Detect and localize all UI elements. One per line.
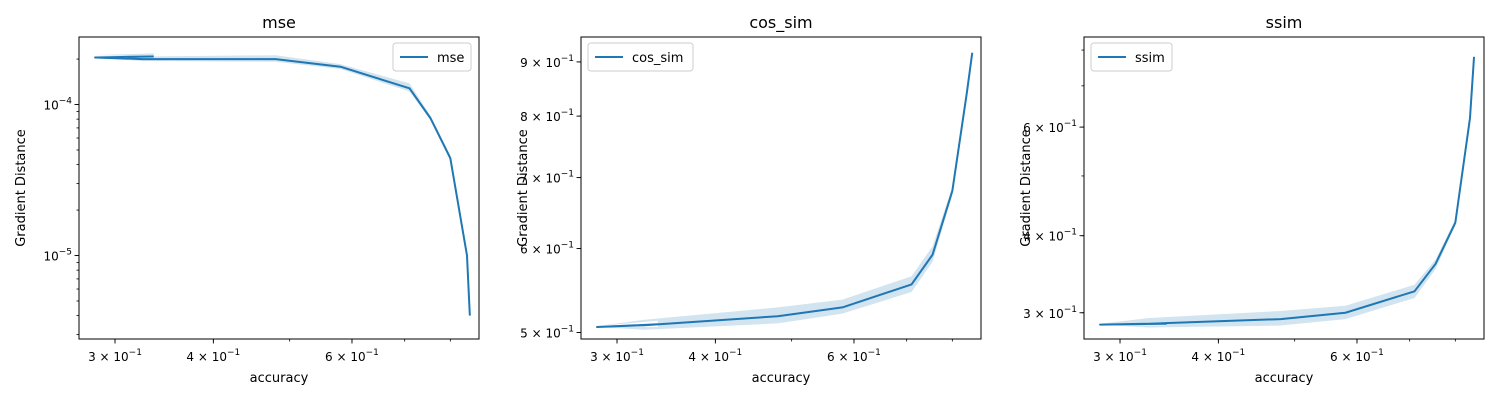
y-tick-label-exponent: −1 (1064, 119, 1077, 129)
legend-box (1090, 42, 1173, 72)
x-tick-label: 6 × 10−1 (1330, 348, 1384, 364)
x-tick-label: 4 × 10−1 (1191, 348, 1245, 364)
x-tick-label-exponent: −1 (129, 348, 142, 358)
legend: mse (392, 42, 472, 72)
x-tick-label-base: 6 × 10 (827, 350, 868, 364)
y-tick-label: 10−4 (43, 97, 72, 113)
x-tick-label-base: 3 × 10 (88, 350, 129, 364)
series-line-mse (94, 55, 471, 316)
x-tick-label: 6 × 10−1 (827, 348, 881, 364)
x-tick-label-exponent: −1 (1232, 348, 1245, 358)
y-tick-label: 3 × 10−1 (1023, 305, 1077, 321)
x-tick-label: 3 × 10−1 (1093, 348, 1147, 364)
legend-label: mse (437, 51, 464, 66)
x-tick-label-base: 6 × 10 (1330, 350, 1371, 364)
y-tick-label-base: 9 × 10 (520, 56, 561, 70)
x-tick-label-exponent: −1 (631, 348, 644, 358)
y-tick-label: 6 × 10−1 (520, 241, 574, 257)
chart-title: cos_sim (749, 13, 812, 33)
x-tick-label: 4 × 10−1 (688, 348, 742, 364)
y-tick-label-exponent: −1 (1064, 228, 1077, 238)
x-tick-label-exponent: −1 (227, 348, 240, 358)
x-tick-label: 6 × 10−1 (325, 348, 379, 364)
x-tick-label-base: 6 × 10 (325, 350, 366, 364)
series-line-cos-sim (596, 52, 974, 329)
legend: ssim (1090, 42, 1173, 72)
legend: cos_sim (587, 42, 694, 72)
x-tick-label-base: 3 × 10 (1093, 350, 1134, 364)
x-tick-label: 4 × 10−1 (186, 348, 240, 364)
axes-frame (580, 36, 982, 340)
y-tick-label-base: 3 × 10 (1023, 307, 1064, 321)
x-tick-label: 3 × 10−1 (88, 348, 142, 364)
axes-frame (78, 36, 480, 340)
y-tick-label: 9 × 10−1 (520, 54, 574, 70)
y-tick-label-base: 6 × 10 (520, 243, 561, 257)
y-axis-label: Gradient Distance (516, 129, 531, 247)
y-tick-label-base: 10 (43, 250, 58, 264)
x-axis-label: accuracy (1255, 371, 1314, 386)
axes-frame (1083, 36, 1485, 340)
x-tick-label: 3 × 10−1 (590, 348, 644, 364)
y-tick-label-exponent: −1 (561, 241, 574, 251)
x-tick-label-base: 4 × 10 (688, 350, 729, 364)
y-tick-label-exponent: −4 (59, 97, 73, 107)
x-tick-label-exponent: −1 (366, 348, 379, 358)
y-tick-label: 5 × 10−1 (520, 325, 574, 341)
x-tick-label-exponent: −1 (1371, 348, 1384, 358)
y-tick-label-base: 8 × 10 (520, 110, 561, 124)
x-tick-label-base: 4 × 10 (186, 350, 227, 364)
y-tick-label-base: 10 (43, 99, 58, 113)
chart-title: mse (262, 13, 296, 32)
x-axis-label: accuracy (250, 371, 309, 386)
y-tick-label-base: 7 × 10 (520, 172, 561, 186)
y-tick-label: 8 × 10−1 (520, 108, 574, 124)
chart-title: ssim (1266, 13, 1303, 32)
y-tick-label-exponent: −5 (59, 248, 72, 258)
y-tick-label-base: 5 × 10 (520, 327, 561, 341)
y-tick-label: 6 × 10−1 (1023, 119, 1077, 135)
y-tick-label: 7 × 10−1 (520, 170, 574, 186)
y-axis-label: Gradient Distance (1019, 129, 1034, 247)
y-tick-label-exponent: −1 (1064, 305, 1077, 315)
y-tick-label-exponent: −1 (561, 54, 574, 64)
legend-label: cos_sim (632, 51, 683, 66)
y-tick-label-exponent: −1 (561, 108, 574, 118)
y-tick-label-base: 4 × 10 (1023, 230, 1064, 244)
legend-box (392, 42, 472, 72)
x-tick-label-base: 4 × 10 (1191, 350, 1232, 364)
y-tick-label-exponent: −1 (561, 170, 574, 180)
series-line-ssim (1099, 56, 1476, 326)
x-axis-label: accuracy (752, 371, 811, 386)
x-tick-label-exponent: −1 (868, 348, 881, 358)
x-tick-label-exponent: −1 (729, 348, 742, 358)
y-tick-label: 4 × 10−1 (1023, 228, 1077, 244)
y-tick-label-exponent: −1 (561, 325, 574, 335)
x-tick-label-base: 3 × 10 (590, 350, 631, 364)
y-tick-label: 10−5 (43, 248, 72, 264)
y-tick-label-base: 6 × 10 (1023, 121, 1064, 135)
x-tick-label-exponent: −1 (1134, 348, 1147, 358)
legend-box (587, 42, 694, 72)
y-axis-label: Gradient Distance (14, 129, 29, 247)
confidence-band (597, 52, 973, 330)
legend-label: ssim (1135, 51, 1165, 66)
